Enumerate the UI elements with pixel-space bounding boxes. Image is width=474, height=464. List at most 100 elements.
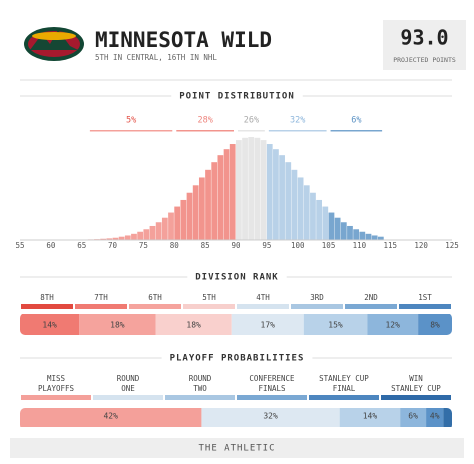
histogram-bar	[236, 140, 242, 240]
section-title: PLAYOFF PROBABILITIES	[170, 354, 305, 364]
histogram-bar	[297, 177, 304, 240]
histogram-bar	[137, 231, 144, 240]
histogram-bar	[106, 238, 113, 240]
histogram-bar	[377, 236, 384, 240]
region-label: 5%	[126, 116, 136, 126]
segment-label: 17%	[261, 321, 276, 330]
bar-segment	[155, 314, 232, 335]
region-label: 26%	[244, 116, 259, 126]
region-rule	[330, 130, 383, 132]
histogram-bar	[340, 222, 347, 240]
category-label: FINALS	[258, 384, 286, 393]
projection-label: PROJECTED POINTS	[393, 56, 456, 64]
segment-label: 42%	[103, 412, 118, 421]
histogram-bar	[365, 233, 372, 240]
category-rule	[237, 395, 307, 400]
segment-label: 18%	[186, 321, 201, 330]
x-tick-label: 85	[201, 241, 210, 250]
category-label: WIN	[409, 374, 423, 383]
histogram-bar	[192, 185, 199, 240]
category-label: ROUND	[189, 374, 212, 383]
region-label: 28%	[197, 116, 212, 126]
histogram-bar	[359, 231, 366, 240]
category-label: PLAYOFFS	[38, 384, 75, 393]
category-label: 3RD	[310, 293, 324, 302]
x-tick-label: 115	[384, 241, 398, 250]
histogram-bar	[217, 155, 224, 240]
histogram-bar	[161, 217, 168, 240]
team-subtitle: 5TH IN CENTRAL, 16TH IN NHL	[95, 53, 217, 62]
category-rule	[165, 395, 235, 400]
segment-label: 12%	[385, 321, 400, 330]
category-label: STANLEY CUP	[319, 374, 369, 383]
category-rule	[309, 395, 379, 400]
histogram-bar	[211, 162, 218, 240]
category-label: 6TH	[148, 293, 162, 302]
x-tick-label: 100	[291, 241, 305, 250]
category-label: 2ND	[364, 293, 378, 302]
histogram-bar	[131, 233, 137, 240]
x-tick-label: 60	[46, 241, 56, 250]
histogram-bar	[168, 212, 174, 240]
region-rule	[268, 130, 327, 132]
x-tick-label: 70	[108, 241, 118, 250]
category-label: MISS	[47, 374, 66, 383]
category-rule	[237, 304, 289, 309]
histogram-bar	[266, 144, 273, 240]
bar-segment	[418, 314, 452, 335]
category-label: FINAL	[333, 384, 356, 393]
category-rule	[291, 304, 343, 309]
histogram-bar	[229, 144, 236, 240]
histogram-bar	[279, 155, 285, 240]
histogram-bar	[112, 237, 119, 240]
category-label: STANLEY CUP	[391, 384, 441, 393]
category-label: 5TH	[202, 293, 216, 302]
histogram-bar	[223, 149, 230, 240]
histogram-bar	[328, 212, 335, 240]
stacked-bar	[20, 314, 452, 335]
segment-label: 18%	[110, 321, 125, 330]
x-tick-label: 95	[262, 241, 271, 250]
section-title: POINT DISTRIBUTION	[179, 92, 295, 102]
x-tick-label: 110	[353, 241, 367, 250]
region-rule	[238, 130, 265, 132]
histogram-bar	[303, 185, 310, 240]
category-rule	[21, 304, 73, 309]
histogram-bar	[174, 206, 181, 240]
x-tick-label: 120	[414, 241, 428, 250]
histogram-bar	[371, 235, 378, 240]
histogram-bar	[242, 137, 248, 240]
histogram-bar	[353, 229, 360, 240]
category-rule	[345, 304, 397, 309]
histogram-bar	[316, 199, 322, 240]
category-rule	[93, 395, 163, 400]
bar-segment	[443, 408, 452, 427]
histogram-bar	[180, 199, 187, 240]
stacked-bar	[20, 408, 452, 427]
bar-segment	[79, 314, 156, 335]
histogram-bar	[347, 225, 353, 240]
team-logo	[24, 27, 84, 61]
category-label: TWO	[193, 384, 207, 393]
bar-segment	[20, 408, 202, 427]
histogram-bar	[149, 225, 156, 240]
bar-segment	[426, 408, 444, 427]
footer: THE ATHLETIC	[198, 444, 275, 454]
region-rule	[89, 130, 173, 132]
category-rule	[75, 304, 127, 309]
segment-label: 4%	[430, 412, 440, 421]
histogram-bar	[248, 137, 255, 240]
histogram-bar	[205, 169, 211, 240]
category-rule	[381, 395, 451, 400]
region-rule	[176, 130, 234, 132]
bar-segment	[231, 314, 304, 335]
category-label: 8TH	[40, 293, 54, 302]
category-label: 4TH	[256, 293, 270, 302]
bar-segment	[303, 314, 368, 335]
category-label: 1ST	[418, 293, 432, 302]
bar-segment	[400, 408, 427, 427]
x-tick-label: 65	[77, 241, 86, 250]
histogram-bar	[273, 149, 279, 240]
